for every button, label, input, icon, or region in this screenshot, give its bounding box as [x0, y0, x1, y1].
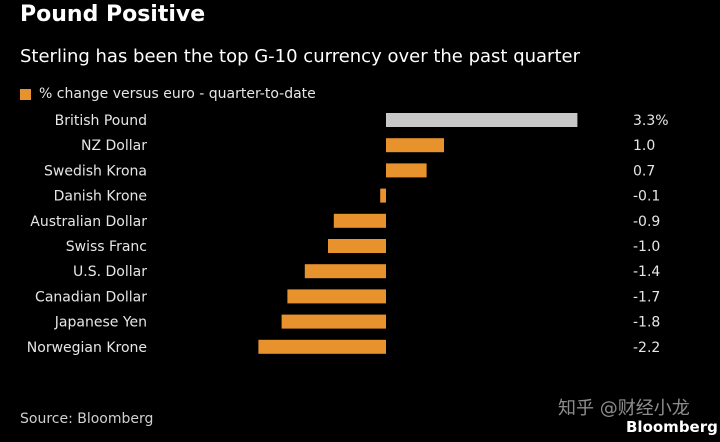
category-label: Norwegian Krone — [27, 340, 147, 356]
value-label: -1.0 — [633, 239, 660, 255]
category-label: Canadian Dollar — [35, 289, 147, 305]
category-label: U.S. Dollar — [73, 264, 147, 280]
chart-subtitle: Sterling has been the top G-10 currency … — [20, 46, 580, 67]
bar — [386, 163, 427, 178]
bloomberg-logo: Bloomberg — [626, 418, 718, 436]
bar — [380, 188, 386, 203]
watermark: 知乎 @财经小龙 — [558, 398, 690, 419]
bar — [328, 239, 386, 253]
value-label: 1.0 — [633, 138, 655, 154]
bar — [281, 314, 386, 329]
bar — [333, 213, 386, 228]
category-label: Japanese Yen — [54, 315, 147, 331]
value-label: -1.7 — [633, 289, 660, 305]
legend-swatch — [20, 88, 31, 100]
category-label: NZ Dollar — [81, 138, 147, 154]
value-label: 3.3% — [633, 113, 669, 129]
chart-title: Pound Positive — [20, 2, 206, 27]
value-label: 0.7 — [633, 163, 655, 179]
category-label: British Pound — [55, 113, 147, 129]
source-note: Source: Bloomberg — [20, 411, 154, 427]
legend-label: % change versus euro - quarter-to-date — [39, 86, 316, 102]
legend: % change versus euro - quarter-to-date — [20, 86, 316, 102]
value-label: -0.9 — [633, 214, 660, 230]
category-label: Danish Krone — [54, 189, 147, 205]
category-label: Australian Dollar — [30, 214, 147, 230]
bar — [304, 264, 386, 279]
value-label: -0.1 — [633, 189, 660, 205]
bar — [386, 113, 578, 127]
value-label: -2.2 — [633, 340, 660, 356]
value-label: -1.8 — [633, 315, 660, 331]
category-label: Swiss Franc — [66, 239, 147, 255]
bar — [287, 289, 386, 304]
bar — [386, 138, 444, 153]
category-label: Swedish Krona — [44, 163, 147, 179]
value-label: -1.4 — [633, 264, 660, 280]
bar — [258, 339, 386, 354]
